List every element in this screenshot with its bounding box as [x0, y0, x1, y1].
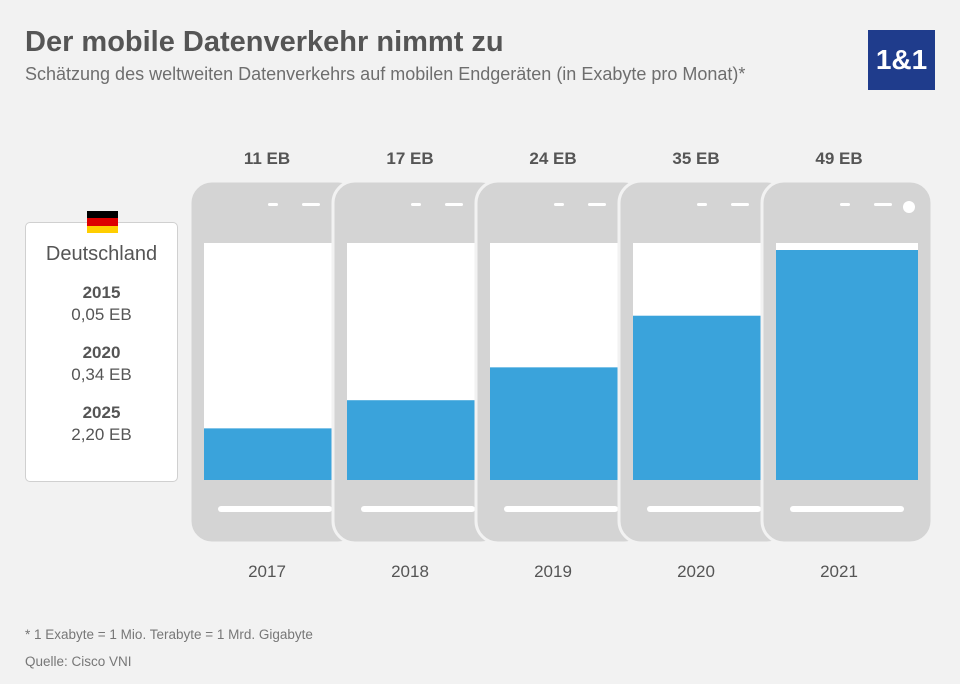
phone-home-bar	[790, 506, 904, 512]
category-label: 2017	[248, 562, 286, 581]
category-label: 2020	[677, 562, 715, 581]
germany-value: 0,34 EB	[71, 365, 132, 384]
data-bar	[490, 367, 632, 480]
data-bar	[204, 428, 346, 480]
phone-group	[331, 179, 505, 545]
germany-flag-icon	[87, 211, 118, 233]
phone-home-bar	[361, 506, 475, 512]
germany-year: 2025	[82, 403, 121, 422]
phone-speaker	[302, 203, 320, 206]
phone-speaker	[445, 203, 463, 206]
germany-value: 2,20 EB	[71, 425, 132, 444]
phone-home-bar	[218, 506, 332, 512]
phone-speaker	[554, 203, 564, 206]
phone-speaker	[411, 203, 421, 206]
source-note: Quelle: Cisco VNI	[25, 654, 132, 669]
germany-entry: 2025 2,20 EB	[26, 402, 177, 446]
germany-title: Deutschland	[45, 243, 158, 265]
phone-camera-icon	[903, 201, 915, 213]
data-bar	[633, 315, 775, 480]
category-label: 2018	[391, 562, 429, 581]
phone-speaker	[268, 203, 278, 206]
data-label: 11 EB	[244, 149, 290, 168]
phone-group	[617, 179, 791, 545]
phone-home-bar	[504, 506, 618, 512]
data-bar	[776, 250, 918, 480]
germany-year: 2015	[82, 283, 121, 302]
germany-value: 0,05 EB	[71, 305, 132, 324]
chart-subtitle: Schätzung des weltweiten Datenverkehrs a…	[25, 64, 746, 84]
germany-entry: 2020 0,34 EB	[26, 342, 177, 386]
data-label: 35 EB	[672, 149, 719, 168]
phone-speaker	[697, 203, 707, 206]
phone-group	[474, 179, 648, 545]
category-label: 2019	[534, 562, 572, 581]
data-label: 49 EB	[815, 149, 862, 168]
phone-home-bar	[647, 506, 761, 512]
data-bar	[347, 400, 489, 480]
brand-logo: 1&1	[868, 30, 935, 90]
data-label: 24 EB	[529, 149, 576, 168]
chart-title: Der mobile Datenverkehr nimmt zu	[25, 26, 504, 58]
phone-group	[188, 179, 362, 545]
category-label: 2021	[820, 562, 858, 581]
germany-year: 2020	[82, 343, 121, 362]
phone-speaker	[588, 203, 606, 206]
phone-group	[760, 179, 934, 545]
germany-entry: 2015 0,05 EB	[26, 282, 177, 326]
phone-speaker	[840, 203, 850, 206]
data-label: 17 EB	[386, 149, 433, 168]
phone-speaker	[731, 203, 749, 206]
phone-speaker	[874, 203, 892, 206]
footnote: * 1 Exabyte = 1 Mio. Terabyte = 1 Mrd. G…	[25, 627, 313, 642]
